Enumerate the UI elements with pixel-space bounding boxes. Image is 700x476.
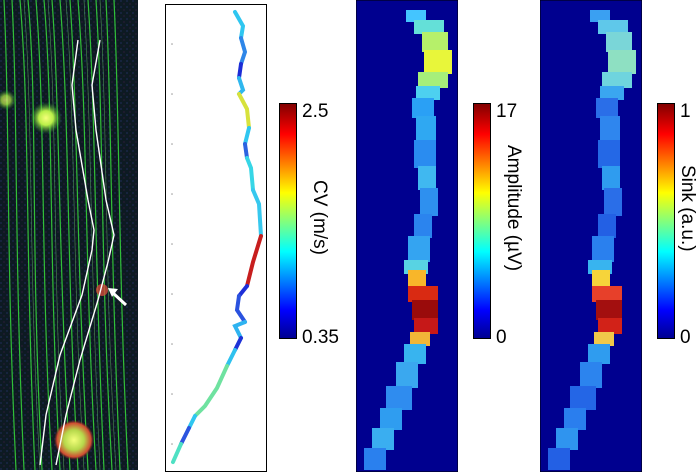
amplitude-colorbar-title: Amplitude (µV) xyxy=(503,145,524,272)
cell-body xyxy=(54,420,94,460)
sink-heatmap xyxy=(540,0,642,472)
micrograph-image xyxy=(0,0,138,470)
axon-bundle xyxy=(3,0,129,470)
cv-colorbar-min: 0.35 xyxy=(302,327,339,348)
sink-colorbar-title: Sink (a.u.) xyxy=(677,165,698,252)
cv-trace-panel xyxy=(165,4,267,472)
arrow-icon xyxy=(108,288,128,307)
amplitude-colorbar-max: 17 xyxy=(496,101,518,122)
sink-colorbar xyxy=(657,103,675,339)
amplitude-colorbar xyxy=(473,103,491,339)
cv-trace-line xyxy=(171,10,263,464)
sink-hotspot xyxy=(548,10,636,470)
cv-colorbar-title: CV (m/s) xyxy=(309,180,330,255)
amplitude-heatmap xyxy=(356,0,458,472)
amplitude-map-panel xyxy=(356,0,458,472)
sink-map-panel xyxy=(540,0,642,472)
amplitude-hotspot xyxy=(364,10,452,470)
sink-colorbar-max: 1 xyxy=(680,101,691,122)
amplitude-colorbar-min: 0 xyxy=(496,327,507,348)
sink-colorbar-min: 0 xyxy=(680,327,691,348)
cv-trace-plot xyxy=(165,4,267,472)
cv-colorbar xyxy=(279,103,297,339)
cv-colorbar-max: 2.5 xyxy=(302,101,329,122)
trace-path-right xyxy=(55,39,115,466)
micrograph-panel xyxy=(0,0,138,470)
trace-path-left xyxy=(39,39,95,466)
cell-body xyxy=(30,102,62,134)
